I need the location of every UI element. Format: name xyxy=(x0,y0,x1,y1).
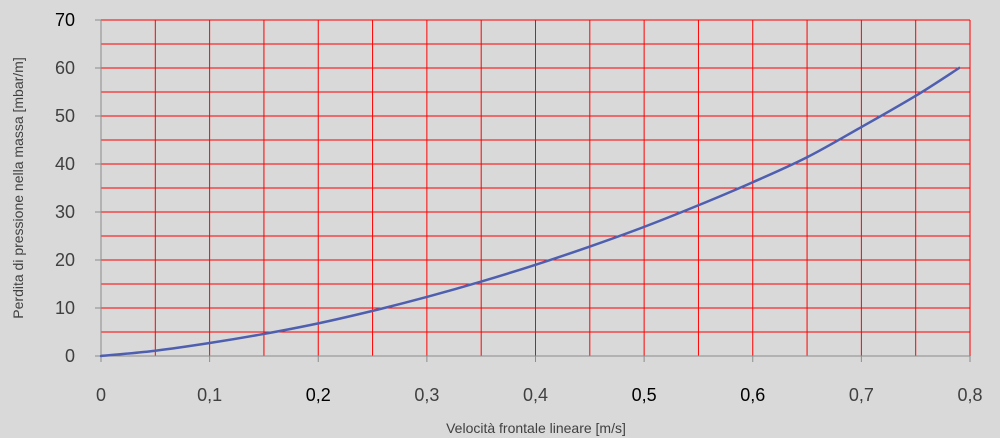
y-tick-label: 70 xyxy=(55,10,75,30)
x-tick-label: 0,7 xyxy=(849,385,874,405)
grid xyxy=(101,19,971,356)
y-tick-label: 50 xyxy=(55,106,75,126)
y-tick-label: 20 xyxy=(55,250,75,270)
series xyxy=(99,66,961,358)
y-axis-title: Perdita di pressione nella massa [mbar/m… xyxy=(10,57,26,318)
x-tick-label: 0,1 xyxy=(197,385,222,405)
x-tick-label: 0,4 xyxy=(523,385,548,405)
x-tick-label: 0 xyxy=(96,385,106,405)
y-tick-label: 60 xyxy=(55,58,75,78)
x-tick-label: 0,2 xyxy=(306,385,331,405)
x-tick-label: 0,5 xyxy=(632,385,657,405)
y-tick-label: 10 xyxy=(55,298,75,318)
axes xyxy=(95,19,971,362)
x-axis-title: Velocità frontale lineare [m/s] xyxy=(446,420,626,436)
y-tick-label: 30 xyxy=(55,202,75,222)
y-tick-label: 40 xyxy=(55,154,75,174)
x-tick-label: 0,3 xyxy=(414,385,439,405)
pressure-loss-line xyxy=(99,66,961,358)
y-tick-label: 0 xyxy=(65,346,75,366)
tick-labels: 0 10 20 30 40 50 60 70 0 0,1 0,2 0,3 0,4 0,5 0,6 0,7 0,8 xyxy=(55,10,983,405)
x-tick-label: 0,6 xyxy=(740,385,765,405)
x-tick-label: 0,8 xyxy=(957,385,982,405)
